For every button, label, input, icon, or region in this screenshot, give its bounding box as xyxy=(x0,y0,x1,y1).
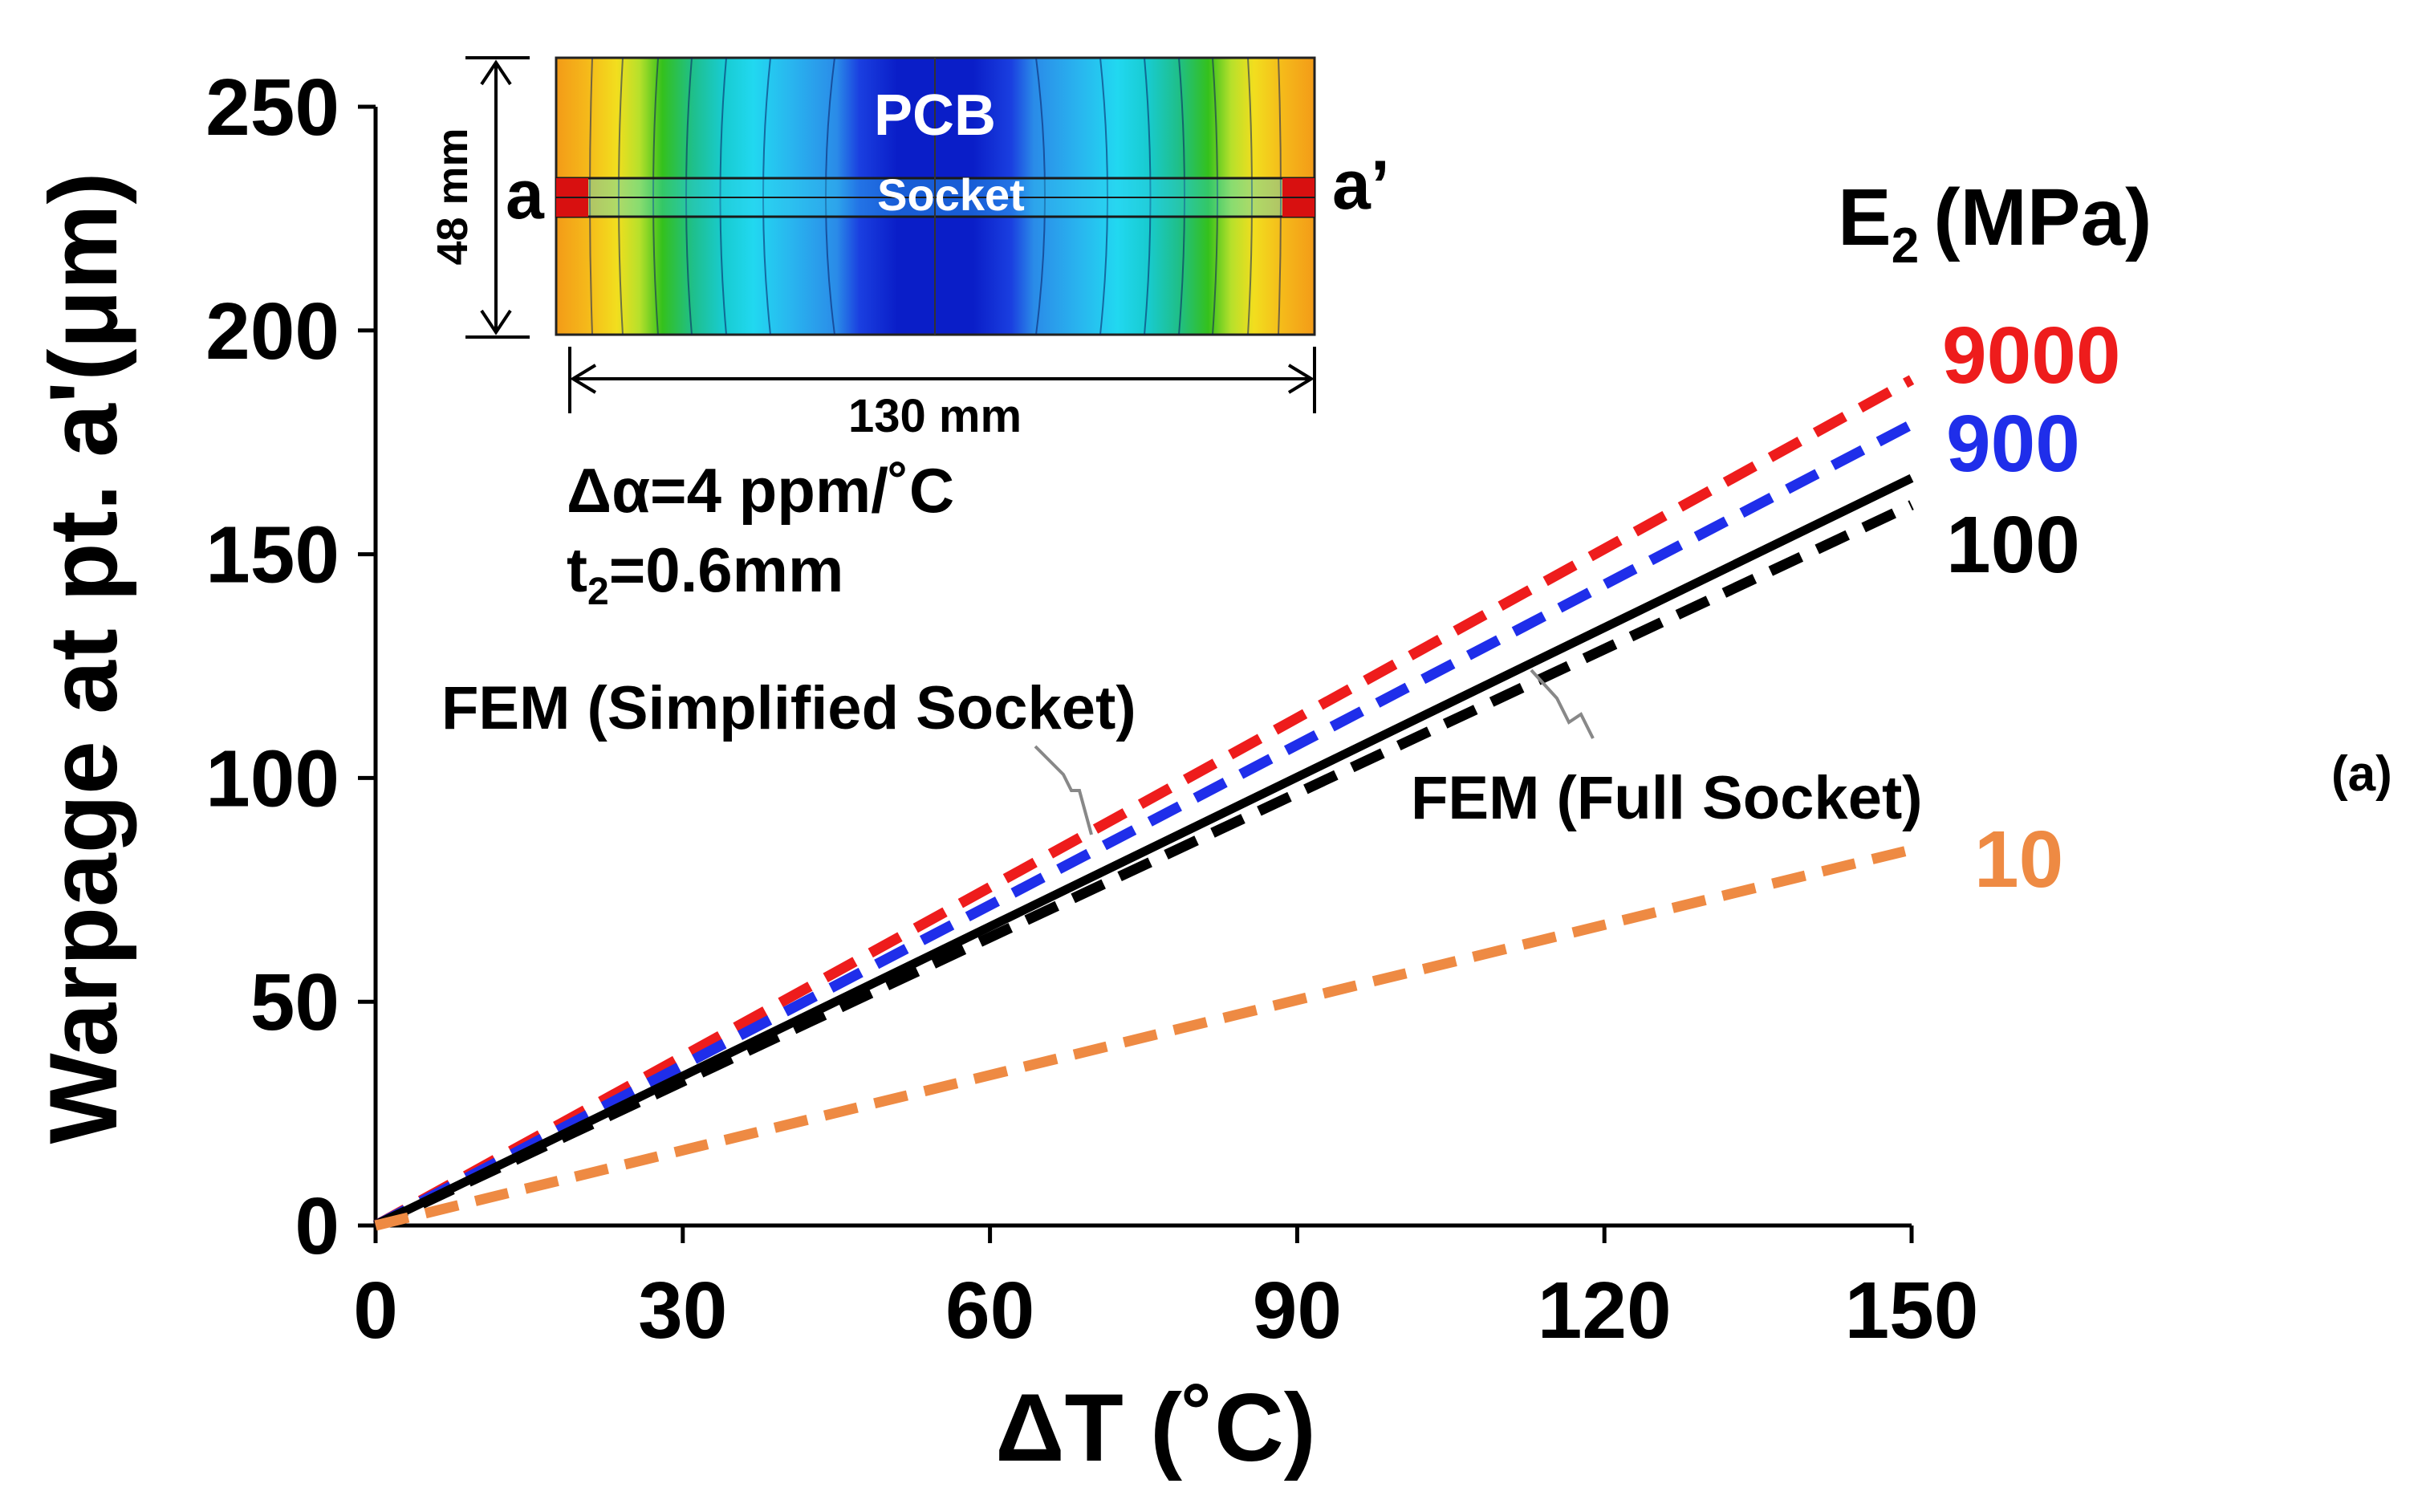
inset-label-pcb: PCB xyxy=(874,83,996,148)
series-line-10-simplified-socket xyxy=(374,844,1913,1231)
annotation-thickness-subscript: 2 xyxy=(587,571,609,613)
inset-width-dim-arrow-left xyxy=(570,364,597,394)
x-tick-label: 90 xyxy=(1253,1266,1342,1356)
series-line-9000-simplified-socket xyxy=(372,375,1915,1230)
annotation-thickness: t2=0.6mm xyxy=(567,534,843,613)
annotation-thickness-value: =0.6mm xyxy=(609,534,844,605)
x-tick-label: 120 xyxy=(1538,1266,1672,1356)
inset-height-dim-label: 48 mm xyxy=(429,128,477,265)
x-tick-label: 30 xyxy=(638,1266,727,1356)
inset-width-dim-label: 130 mm xyxy=(848,390,1022,442)
inset-width-dim-arrow-right xyxy=(1287,364,1315,394)
inset-contour-figure: PCB Socket a a’ 48 mm 130 mm xyxy=(429,56,1390,442)
x-axis-label: ΔT (˚C) xyxy=(995,1374,1315,1482)
annotation-simplified-leader xyxy=(1034,745,1093,835)
inset-point-a-prime: a’ xyxy=(1332,147,1390,224)
series-line-100-full-socket xyxy=(373,474,1914,1230)
y-tick-label: 250 xyxy=(205,63,339,152)
inset-height-dim-arrow-bottom xyxy=(480,309,512,335)
x-tick-label: 0 xyxy=(353,1266,398,1356)
legend-title-subscript: 2 xyxy=(1892,218,1919,274)
y-tick-label: 100 xyxy=(205,734,339,823)
x-tick-label: 60 xyxy=(945,1266,1034,1356)
x-tick-label: 150 xyxy=(1845,1266,1979,1356)
y-tick-label: 200 xyxy=(205,287,339,376)
series-label-100: 100 xyxy=(1946,500,2080,590)
y-tick-label: 50 xyxy=(250,957,339,1047)
panel-label: (a) xyxy=(2331,746,2392,802)
annotation-thickness-symbol: t xyxy=(567,534,587,605)
legend-title-unit: (MPa) xyxy=(1933,173,2152,262)
series-label-10: 10 xyxy=(1974,815,2063,904)
data-series xyxy=(372,375,1915,1231)
annotation-full-leader xyxy=(1530,669,1595,739)
inset-height-dim-arrow-top xyxy=(480,59,512,86)
series-label-900: 900 xyxy=(1946,399,2080,489)
inset-point-a: a xyxy=(506,156,545,234)
plot-axes xyxy=(373,107,1912,1228)
inset-label-socket: Socket xyxy=(877,169,1025,220)
inset-contour-band-lines xyxy=(589,57,1282,335)
series-label-9000: 9000 xyxy=(1942,311,2120,400)
axis-ticks: 0 30 60 90 120 150 0 50 100 150 200 250 xyxy=(205,63,1978,1356)
series-line-900-simplified-socket xyxy=(372,420,1915,1230)
y-axis-label: Warpage at pt. a'(μm) xyxy=(30,173,137,1144)
y-tick-label: 150 xyxy=(205,510,339,600)
annotation-delta-alpha: Δα=4 ppm/˚C xyxy=(567,455,954,526)
legend-title: E2 (MPa) xyxy=(1838,173,2152,274)
y-tick-label: 0 xyxy=(295,1181,339,1271)
legend-title-symbol: E xyxy=(1838,173,1892,262)
annotation-simplified-socket: FEM (Simplified Socket) xyxy=(441,674,1136,742)
annotation-full-socket: FEM (Full Socket) xyxy=(1411,764,1923,832)
